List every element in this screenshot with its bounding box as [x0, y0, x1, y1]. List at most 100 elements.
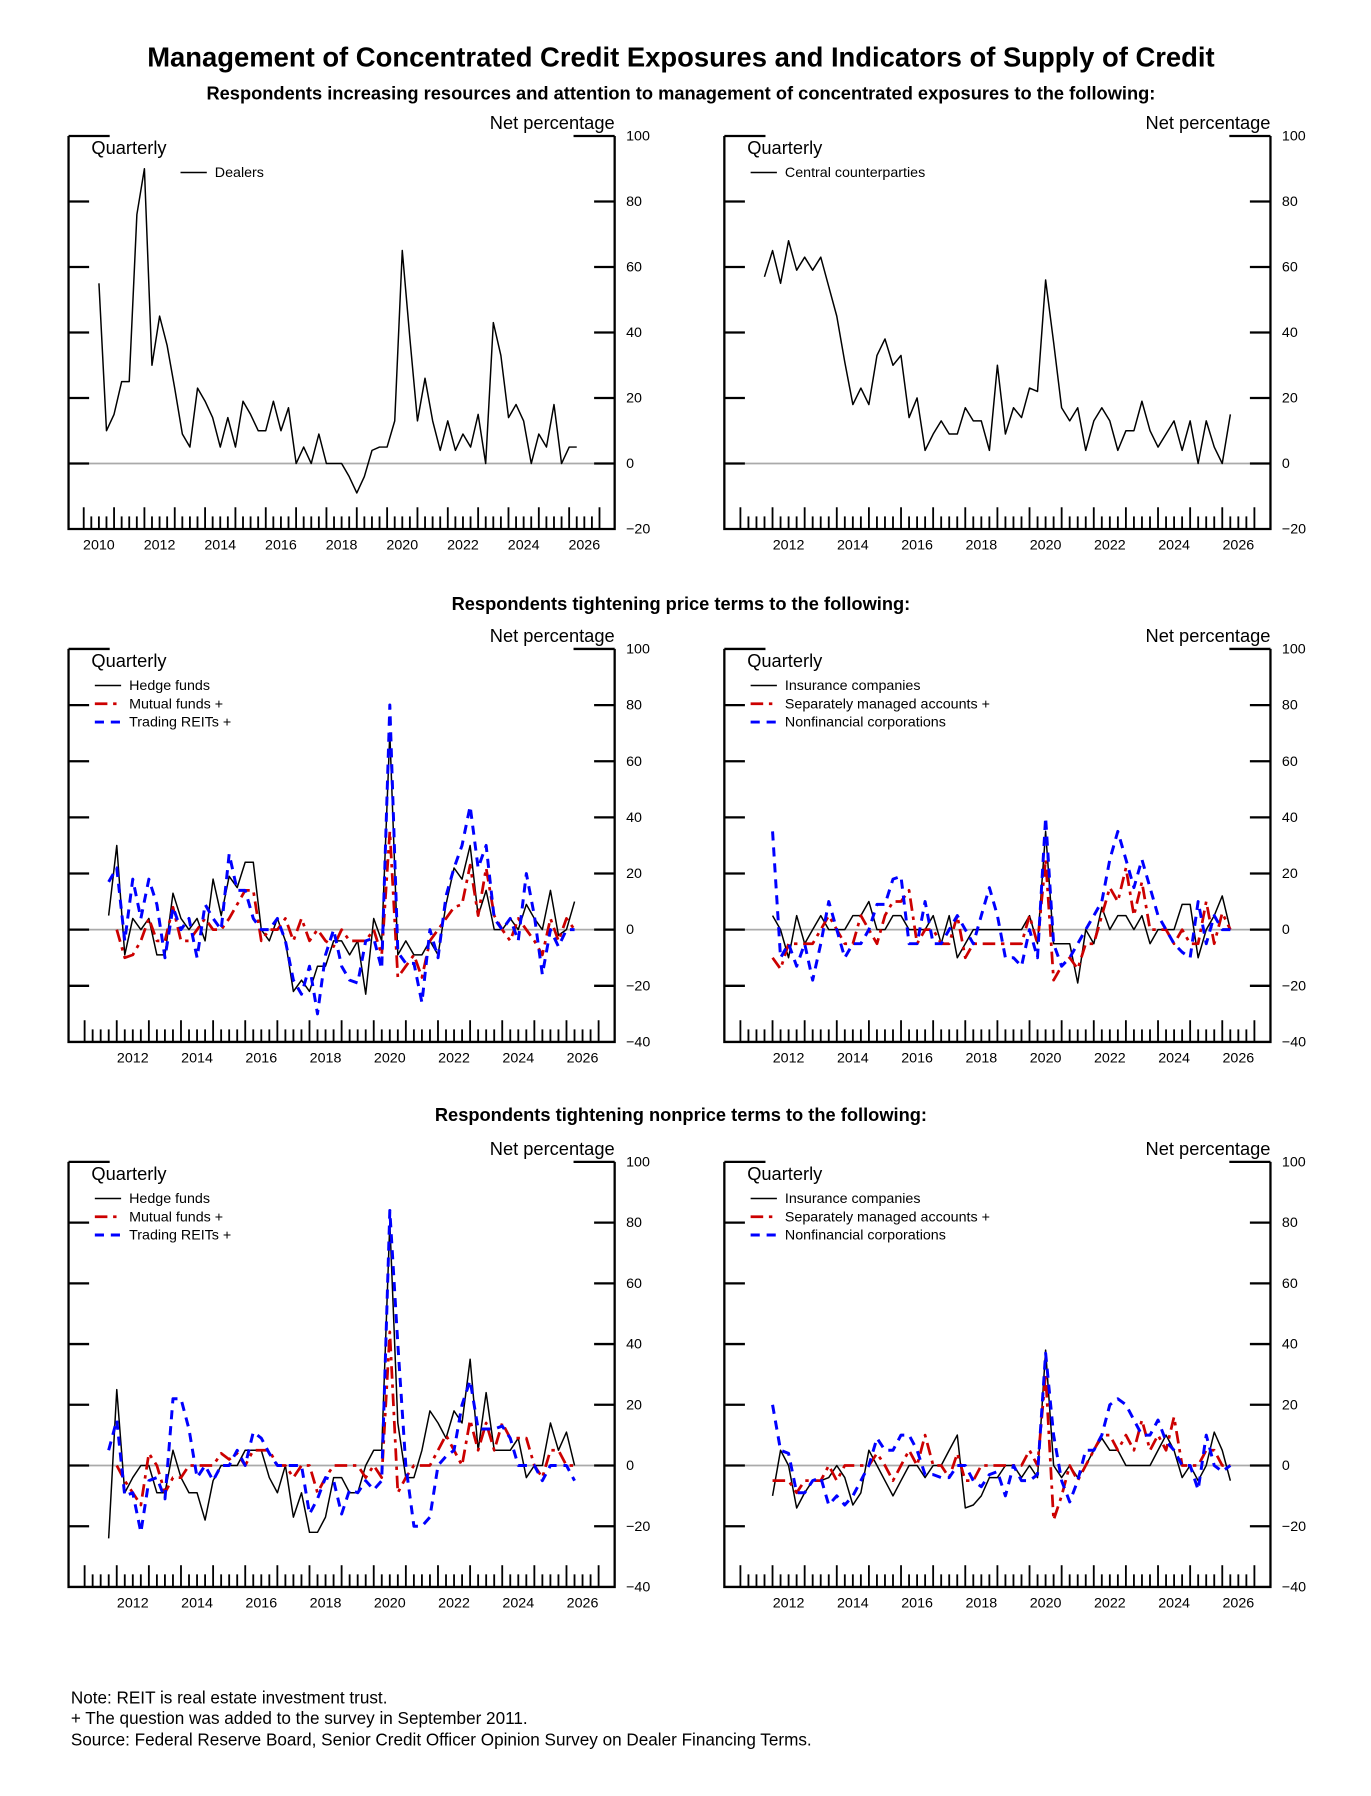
x-tick-label: 2024	[502, 1051, 534, 1067]
x-tick-label: 2012	[773, 1595, 805, 1611]
y-tick-label: 80	[1282, 194, 1298, 210]
y-tick-label: 40	[626, 1337, 642, 1353]
x-tick-label: 2012	[117, 1595, 149, 1611]
x-tick-label: 2016	[901, 538, 933, 554]
x-tick-label: 2020	[1030, 538, 1062, 554]
y-tick-label: 20	[626, 866, 642, 882]
x-tick-label: 2024	[1158, 538, 1190, 554]
y-tick-label: −20	[1282, 978, 1306, 994]
x-tick-label: 2020	[386, 538, 418, 554]
y-tick-label: 0	[1282, 1458, 1290, 1474]
figure-title: Management of Concentrated Credit Exposu…	[147, 41, 1214, 72]
x-tick-label: 2026	[568, 538, 600, 554]
y-tick-label: −40	[626, 1035, 650, 1051]
x-tick-label: 2018	[965, 1595, 997, 1611]
legend-label: Hedge funds	[129, 1191, 210, 1207]
chart-panel: −40 −20 0 20 40 60 80 100 2012 2014 2016 2018 2020 20…	[67, 625, 650, 1067]
axis-frame	[67, 1161, 616, 1589]
y-tick-label: 100	[626, 129, 650, 145]
x-tick-label: 2012	[144, 538, 176, 554]
legend-label: Separately managed accounts +	[785, 1209, 990, 1225]
x-tick-label: 2018	[310, 1051, 342, 1067]
y-tick-label: 0	[626, 922, 634, 938]
axis-frame	[723, 1161, 1272, 1589]
frequency-label: Quarterly	[91, 1163, 167, 1184]
legend-label: Hedge funds	[129, 678, 210, 694]
y-tick-label: 60	[626, 754, 642, 770]
x-tick-label: 2018	[310, 1595, 342, 1611]
x-tick-label: 2014	[837, 1051, 869, 1067]
x-tick-label: 2016	[901, 1595, 933, 1611]
y-tick-label: 20	[626, 1397, 642, 1413]
series-line-dealers	[98, 168, 577, 494]
x-tick-label: 2024	[502, 1595, 534, 1611]
x-tick-label: 2016	[245, 1051, 277, 1067]
y-tick-label: 40	[1282, 810, 1298, 826]
x-tick-label: 2026	[1222, 1595, 1254, 1611]
x-tick-label: 2020	[374, 1051, 406, 1067]
x-tick-label: 2016	[265, 538, 297, 554]
x-tick-label: 2016	[245, 1595, 277, 1611]
frequency-label: Quarterly	[91, 137, 167, 158]
x-tick-label: 2022	[438, 1595, 470, 1611]
axis-frame	[723, 135, 1272, 531]
series-line-mutual-funds	[115, 830, 576, 979]
y-tick-label: 20	[626, 391, 642, 407]
y-tick-label: 60	[626, 260, 642, 276]
y-axis-label: Net percentage	[490, 112, 615, 133]
x-tick-label: 2020	[374, 1595, 406, 1611]
y-axis-label: Net percentage	[1146, 112, 1271, 133]
legend-label: Nonfinancial corporations	[785, 715, 946, 731]
series-line-nonfinancial-corporations	[771, 815, 1231, 982]
x-tick-label: 2014	[837, 1595, 869, 1611]
x-tick-label: 2014	[181, 1051, 213, 1067]
y-tick-label: 60	[1282, 260, 1298, 276]
x-tick-label: 2012	[773, 538, 805, 554]
y-tick-label: −20	[626, 978, 650, 994]
y-tick-label: 80	[626, 1215, 642, 1231]
series-line-hedge-funds	[107, 1221, 576, 1539]
legend-label: Dealers	[215, 165, 264, 181]
x-tick-label: 2026	[1222, 1051, 1254, 1067]
legend-label: Trading REITs +	[129, 715, 231, 731]
x-tick-label: 2014	[204, 538, 236, 554]
x-tick-label: 2014	[181, 1595, 213, 1611]
section-subtitle-exposures: Respondents increasing resources and att…	[206, 82, 1155, 103]
section-subtitle-price-terms: Respondents tightening price terms to th…	[452, 593, 911, 614]
x-tick-label: 2016	[901, 1051, 933, 1067]
legend-label: Insurance companies	[785, 678, 921, 694]
legend-label: Separately managed accounts +	[785, 696, 990, 712]
y-tick-label: 20	[1282, 391, 1298, 407]
x-tick-label: 2022	[447, 538, 479, 554]
x-tick-label: 2018	[965, 538, 997, 554]
x-tick-label: 2012	[117, 1051, 149, 1067]
legend-label: Mutual funds +	[129, 696, 223, 712]
y-axis-label: Net percentage	[490, 1138, 615, 1159]
x-tick-label: 2022	[1094, 1595, 1126, 1611]
y-tick-label: 100	[1282, 642, 1306, 658]
y-tick-label: 40	[1282, 325, 1298, 341]
legend-label: Nonfinancial corporations	[785, 1228, 946, 1244]
x-tick-label: 2010	[83, 538, 115, 554]
series-line-separately-managed-accounts	[771, 858, 1232, 982]
note-reit: Note: REIT is real estate investment tru…	[71, 1687, 388, 1707]
y-tick-label: −20	[626, 1519, 650, 1535]
y-tick-label: 100	[626, 642, 650, 658]
chart-panel: −20 0 20 40 60 80 100 2010 2012 2014 2016 2018 2020 2…	[67, 112, 650, 554]
y-tick-label: 0	[626, 1458, 634, 1474]
section-subtitle-nonprice-terms: Respondents tightening nonprice terms to…	[435, 1104, 927, 1125]
x-tick-label: 2022	[1094, 1051, 1126, 1067]
y-tick-label: 0	[626, 456, 634, 472]
x-tick-label: 2026	[567, 1595, 599, 1611]
y-tick-label: 80	[626, 194, 642, 210]
y-tick-label: −40	[626, 1579, 650, 1595]
y-axis-label: Net percentage	[1146, 1138, 1271, 1159]
legend-label: Mutual funds +	[129, 1209, 223, 1225]
x-tick-label: 2012	[773, 1051, 805, 1067]
series-line-central-counterparties	[763, 239, 1232, 465]
y-tick-label: 80	[1282, 698, 1298, 714]
note-source: Source: Federal Reserve Board, Senior Cr…	[71, 1730, 812, 1750]
legend-label: Trading REITs +	[129, 1228, 231, 1244]
series-line-insurance-companies	[771, 830, 1232, 984]
